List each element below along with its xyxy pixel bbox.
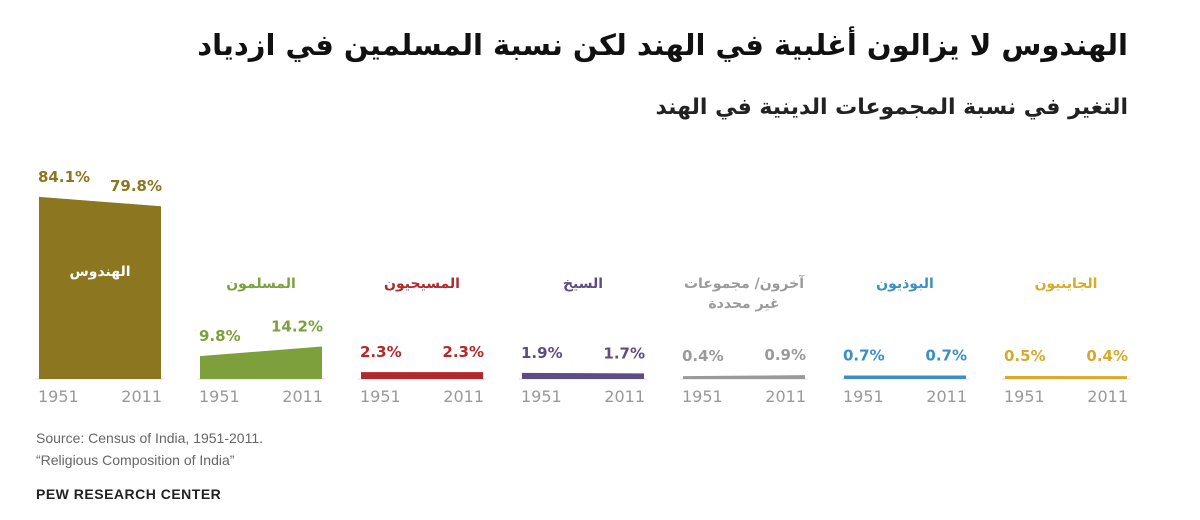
value-label: 9.8% bbox=[199, 327, 241, 345]
value-label: 0.5% bbox=[1004, 347, 1046, 365]
x-tick-label: 1951 bbox=[682, 387, 723, 406]
value-label: 14.2% bbox=[271, 318, 323, 336]
series-name: البوذيون bbox=[876, 276, 934, 292]
series-name: آخرون/ مجموعات غير محددة bbox=[683, 276, 805, 312]
x-tick-label: 1951 bbox=[521, 387, 562, 406]
x-tick-label: 1951 bbox=[360, 387, 401, 406]
area bbox=[200, 346, 322, 379]
x-tick-label: 2011 bbox=[1087, 387, 1128, 406]
area bbox=[522, 372, 644, 379]
source-note: Source: Census of India, 1951-2011. bbox=[36, 430, 264, 446]
value-label: 0.4% bbox=[1086, 347, 1128, 365]
value-label: 0.4% bbox=[682, 347, 724, 365]
footer: PEW RESEARCH CENTER bbox=[36, 486, 222, 502]
chart-subtitle: التغير في نسبة المجموعات الدينية في الهن… bbox=[655, 95, 1128, 120]
x-tick-label: 2011 bbox=[282, 387, 323, 406]
value-label: 0.7% bbox=[925, 347, 967, 365]
value-label: 2.3% bbox=[360, 343, 402, 361]
series-name: الهندوس bbox=[69, 264, 131, 280]
area bbox=[844, 375, 966, 379]
chart-title: الهندوس لا يزالون أغلبية في الهند لكن نس… bbox=[197, 28, 1128, 62]
x-tick-label: 1951 bbox=[38, 387, 79, 406]
series-name: المسلمون bbox=[226, 276, 296, 292]
x-tick-label: 1951 bbox=[843, 387, 884, 406]
series-name: الجاينيون bbox=[1034, 276, 1098, 292]
x-tick-label: 2011 bbox=[443, 387, 484, 406]
value-label: 1.7% bbox=[603, 344, 645, 362]
x-tick-label: 1951 bbox=[1004, 387, 1045, 406]
area bbox=[361, 372, 483, 379]
x-tick-label: 2011 bbox=[604, 387, 645, 406]
value-label: 79.8% bbox=[110, 177, 162, 195]
value-label: 0.9% bbox=[764, 346, 806, 364]
series-name: المسيحيون bbox=[384, 276, 460, 292]
series-name: السيخ bbox=[562, 276, 604, 292]
x-tick-label: 2011 bbox=[926, 387, 967, 406]
value-label: 84.1% bbox=[38, 168, 90, 186]
x-tick-label: 1951 bbox=[199, 387, 240, 406]
value-label: 2.3% bbox=[442, 343, 484, 361]
area bbox=[1005, 375, 1127, 379]
area bbox=[683, 375, 805, 379]
x-tick-label: 2011 bbox=[121, 387, 162, 406]
source-note: “Religious Composition of India” bbox=[36, 452, 235, 468]
x-tick-label: 2011 bbox=[765, 387, 806, 406]
area bbox=[39, 196, 161, 379]
value-label: 0.7% bbox=[843, 347, 885, 365]
value-label: 1.9% bbox=[521, 344, 563, 362]
